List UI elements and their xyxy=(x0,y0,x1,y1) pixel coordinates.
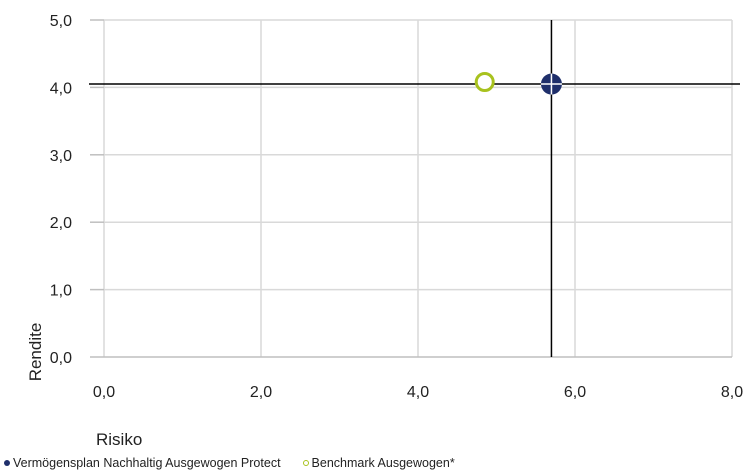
legend: Vermögensplan Nachhaltig Ausgewogen Prot… xyxy=(4,456,477,470)
crosshair xyxy=(89,20,740,357)
y-tick-labels: 0,0 1,0 2,0 3,0 4,0 5,0 xyxy=(50,13,72,367)
legend-label-benchmark: Benchmark Ausgewogen* xyxy=(311,456,455,470)
x-tick-label: 4,0 xyxy=(407,384,429,401)
x-tick-label: 8,0 xyxy=(721,384,743,401)
y-tick-label: 0,0 xyxy=(50,350,72,367)
benchmark-point xyxy=(474,72,495,93)
scatter-chart: 0,0 1,0 2,0 3,0 4,0 5,0 0,0 2,0 4,0 6,0 8,0 Rendi… xyxy=(26,13,743,449)
y-tick-label: 5,0 xyxy=(50,13,72,30)
data-points xyxy=(474,72,562,95)
legend-item-portfolio: Vermögensplan Nachhaltig Ausgewogen Prot… xyxy=(4,456,281,470)
y-tick-label: 4,0 xyxy=(50,80,72,97)
x-axis-label: Risiko xyxy=(96,430,142,449)
x-tick-labels: 0,0 2,0 4,0 6,0 8,0 xyxy=(93,384,743,401)
hollow-circle-icon xyxy=(302,460,309,466)
grid-lines xyxy=(90,19,733,358)
legend-label-portfolio: Vermögensplan Nachhaltig Ausgewogen Prot… xyxy=(13,456,281,470)
y-tick-label: 2,0 xyxy=(50,215,72,232)
y-axis-label: Rendite xyxy=(26,323,45,382)
filled-circle-icon xyxy=(4,460,10,466)
y-tick-label: 3,0 xyxy=(50,148,72,165)
x-tick-label: 6,0 xyxy=(564,384,586,401)
y-tick-label: 1,0 xyxy=(50,283,72,300)
x-tick-label: 0,0 xyxy=(93,384,115,401)
legend-item-benchmark: Benchmark Ausgewogen* xyxy=(302,456,455,470)
x-tick-label: 2,0 xyxy=(250,384,272,401)
